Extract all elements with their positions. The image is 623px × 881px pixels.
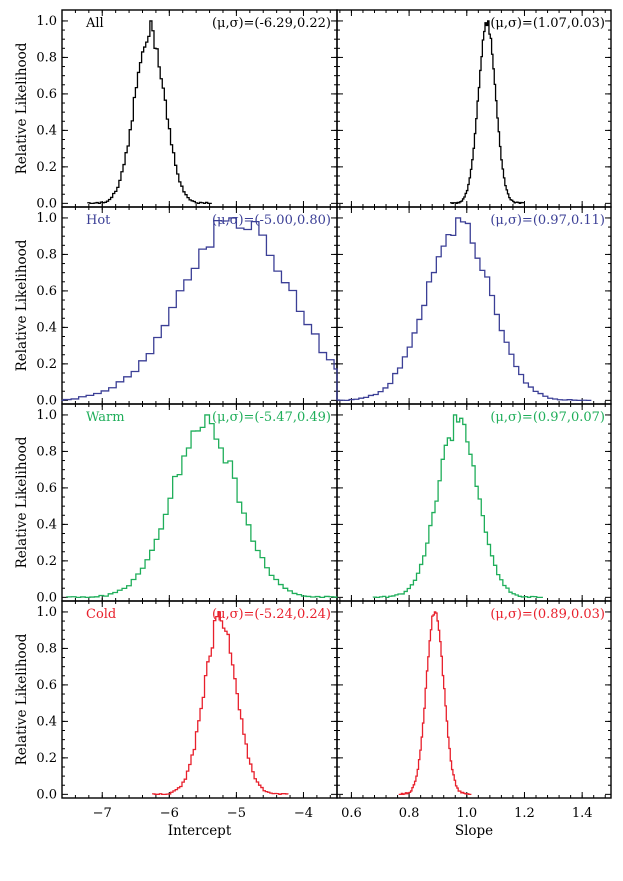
stat-label: (μ,σ)=(-5.00,0.80) [212, 213, 331, 228]
y-tick-label: 0.2 [36, 554, 57, 569]
y-tick-label: 0.2 [36, 751, 57, 766]
x-axis-title-slope: Slope [455, 823, 493, 839]
y-tick-label: 1.0 [36, 211, 57, 226]
stat-label: (μ,σ)=(-5.47,0.49) [212, 410, 331, 425]
y-tick-label: 0.8 [36, 444, 57, 459]
y-tick-label: 0.6 [36, 481, 57, 496]
y-tick-label: 0.0 [36, 196, 57, 211]
histogram-cold-intercept [152, 611, 289, 796]
histogram-warm-slope [372, 414, 543, 599]
y-tick-label: 1.0 [36, 14, 57, 29]
histogram-warm-intercept [66, 414, 338, 599]
panel-frame [336, 600, 612, 799]
y-axis-title: Relative Likelihood [14, 239, 30, 371]
histogram-cold-slope [398, 611, 472, 796]
panel-frame [336, 403, 612, 602]
x-axis-title-intercept: Intercept [168, 823, 232, 839]
y-tick-label: 1.0 [36, 605, 57, 620]
y-tick-label: 0.0 [36, 393, 57, 408]
panel-cold-intercept [61, 600, 338, 799]
y-tick-label: 0.2 [36, 160, 57, 175]
panel-warm-slope [336, 403, 612, 602]
histogram-hot-slope [336, 217, 592, 402]
panel-hot-intercept [61, 206, 338, 405]
stat-label: (μ,σ)=(1.07,0.03) [490, 16, 605, 31]
y-tick-label: 0.6 [36, 87, 57, 102]
y-tick-label: 0.2 [36, 357, 57, 372]
x-tick-label: −7 [93, 806, 112, 821]
panel-cold-slope [336, 600, 612, 799]
stat-label: (μ,σ)=(-6.29,0.22) [212, 16, 331, 31]
y-tick-label: 0.8 [36, 50, 57, 65]
x-tick-label: −5 [227, 806, 246, 821]
panel-label-all: All [85, 16, 104, 31]
panel-label-hot: Hot [86, 213, 111, 228]
panel-label-warm: Warm [86, 410, 125, 425]
y-tick-label: 0.0 [36, 590, 57, 605]
y-tick-label: 0.6 [36, 678, 57, 693]
y-tick-label: 1.0 [36, 408, 57, 423]
y-tick-label: 0.4 [36, 517, 57, 532]
y-tick-label: 0.6 [36, 284, 57, 299]
x-tick-label: −6 [160, 806, 179, 821]
stat-label: (μ,σ)=(0.89,0.03) [490, 607, 605, 622]
panel-warm-intercept [61, 403, 338, 602]
histogram-hot-intercept [61, 217, 338, 401]
y-tick-label: 0.0 [36, 787, 57, 802]
y-axis-title: Relative Likelihood [14, 436, 30, 568]
stat-label: (μ,σ)=(0.97,0.11) [490, 213, 605, 228]
stat-label: (μ,σ)=(0.97,0.07) [490, 410, 605, 425]
y-tick-label: 0.4 [36, 320, 57, 335]
x-tick-label: 1.0 [456, 806, 477, 821]
histogram-all-slope [449, 20, 524, 205]
y-axis-title: Relative Likelihood [14, 633, 30, 765]
y-tick-label: 0.8 [36, 247, 57, 262]
panel-frame [61, 206, 338, 405]
x-tick-label: −4 [294, 806, 313, 821]
panel-all-intercept [61, 9, 338, 208]
panel-frame [61, 600, 338, 799]
panel-hot-slope [336, 206, 612, 405]
panel-all-slope [336, 9, 612, 208]
panel-frame [336, 9, 612, 208]
histogram-all-intercept [87, 20, 212, 205]
panel-frame [336, 206, 612, 405]
y-tick-label: 0.4 [36, 123, 57, 138]
x-tick-label: 1.2 [514, 806, 535, 821]
stat-label: (μ,σ)=(-5.24,0.24) [212, 607, 331, 622]
y-axis-title: Relative Likelihood [14, 42, 30, 174]
x-tick-label: 1.4 [572, 806, 593, 821]
panel-frame [61, 403, 338, 602]
x-tick-label: 0.6 [341, 806, 362, 821]
panel-frame [61, 9, 338, 208]
y-tick-label: 0.4 [36, 714, 57, 729]
x-tick-label: 0.8 [399, 806, 420, 821]
panel-label-cold: Cold [86, 607, 116, 622]
y-tick-label: 0.8 [36, 641, 57, 656]
